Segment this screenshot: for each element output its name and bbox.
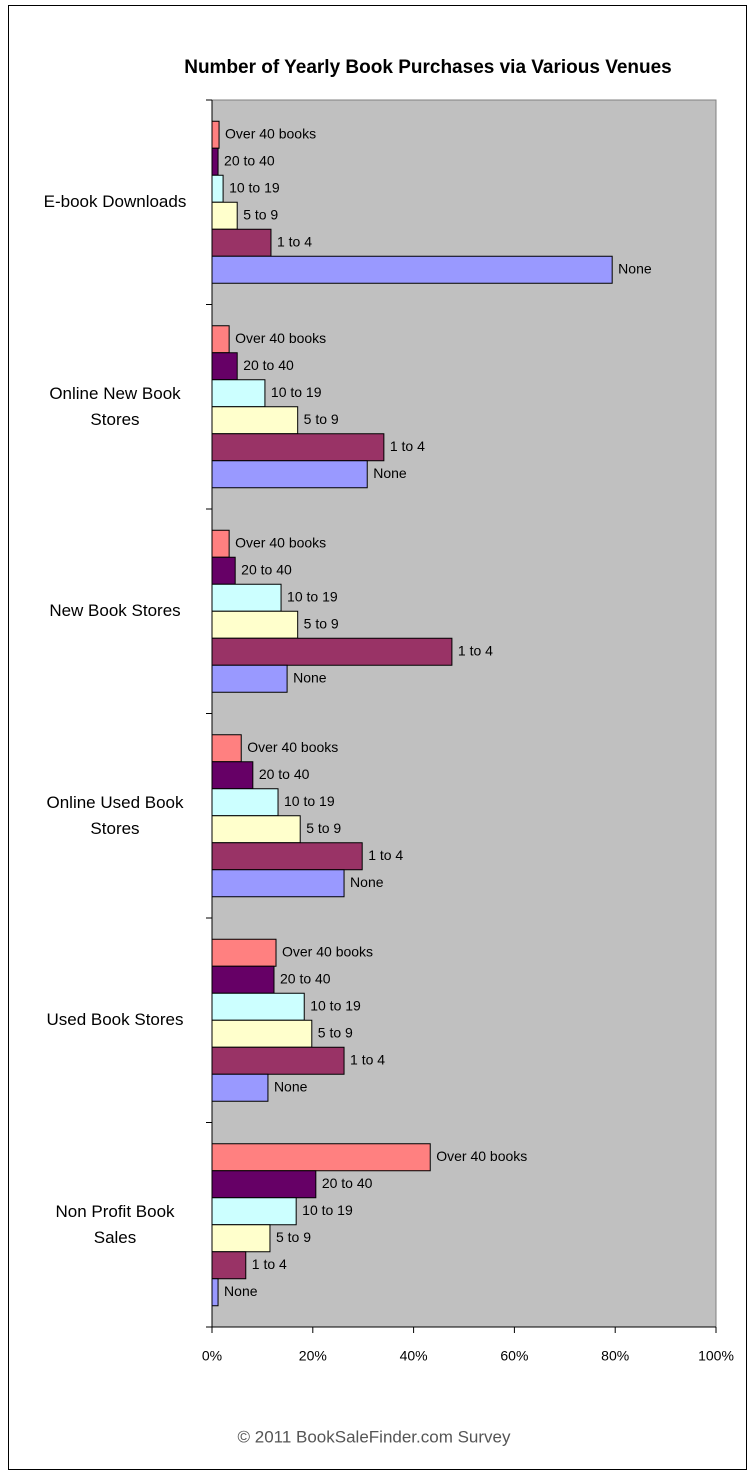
bar	[211, 664, 288, 693]
data-label: 20 to 40	[280, 970, 331, 986]
bar	[211, 965, 275, 994]
footer: © 2011 BookSaleFinder.com Survey	[237, 1427, 511, 1446]
data-label: None	[274, 1078, 308, 1094]
category-label: Online Used Book Stores	[46, 792, 184, 838]
data-label: 1 to 4	[252, 1256, 287, 1272]
bar	[211, 1251, 247, 1280]
bar	[211, 255, 613, 284]
x-tick-label: 80%	[601, 1348, 629, 1364]
bar	[211, 1046, 345, 1075]
bar	[211, 147, 219, 176]
x-tick-label: 40%	[400, 1348, 428, 1364]
data-label: 20 to 40	[243, 357, 294, 373]
bar	[211, 406, 299, 435]
bar	[211, 869, 345, 898]
data-label: 20 to 40	[241, 561, 292, 577]
bar	[211, 610, 299, 639]
data-label: 10 to 19	[287, 588, 338, 604]
data-label: 10 to 19	[229, 179, 280, 195]
x-tick-label: 0%	[202, 1348, 222, 1364]
category-label: Non Profit Book Sales	[55, 1201, 175, 1247]
bar	[211, 842, 363, 871]
data-label: 10 to 19	[310, 997, 361, 1013]
category-label: E-book Downloads	[43, 192, 187, 212]
bar	[211, 637, 453, 666]
bar	[211, 352, 238, 381]
data-label: 1 to 4	[350, 1051, 385, 1067]
data-label: 20 to 40	[224, 152, 275, 168]
data-label: Over 40 books	[235, 330, 326, 346]
bar	[211, 992, 305, 1021]
bar	[211, 529, 230, 558]
data-label: Over 40 books	[436, 1148, 527, 1164]
bar	[211, 1197, 297, 1226]
data-label: 5 to 9	[243, 206, 278, 222]
bar	[211, 174, 224, 203]
data-label: Over 40 books	[225, 125, 316, 141]
data-label: 1 to 4	[368, 847, 403, 863]
x-tick-label: 100%	[698, 1348, 734, 1364]
bar	[211, 460, 368, 489]
bar	[211, 1073, 269, 1102]
bar	[211, 761, 254, 790]
bar	[211, 1170, 317, 1199]
data-label: None	[224, 1283, 258, 1299]
data-label: 1 to 4	[458, 642, 493, 658]
data-label: None	[373, 465, 407, 481]
x-tick-label: 20%	[299, 1348, 327, 1364]
data-label: 10 to 19	[284, 793, 335, 809]
bar	[211, 120, 220, 149]
data-label: 5 to 9	[306, 820, 341, 836]
data-label: 5 to 9	[304, 615, 339, 631]
bar	[211, 325, 230, 354]
x-tick-label: 60%	[500, 1348, 528, 1364]
bar	[211, 228, 272, 257]
category-label: New Book Stores	[49, 601, 181, 621]
data-label: 5 to 9	[276, 1229, 311, 1245]
data-label: 20 to 40	[322, 1175, 373, 1191]
data-label: None	[350, 874, 384, 890]
data-label: Over 40 books	[247, 739, 338, 755]
bar	[211, 1224, 271, 1253]
bar	[211, 1019, 313, 1048]
data-label: 10 to 19	[302, 1202, 353, 1218]
bar	[211, 556, 236, 585]
data-label: Over 40 books	[235, 534, 326, 550]
data-label: 1 to 4	[390, 438, 425, 454]
bar	[211, 201, 238, 230]
bar	[211, 815, 301, 844]
data-label: None	[618, 260, 652, 276]
data-label: 20 to 40	[259, 766, 310, 782]
bar	[211, 788, 279, 817]
bar	[211, 1143, 431, 1172]
bar	[211, 734, 242, 763]
bar	[211, 433, 385, 462]
data-label: 5 to 9	[304, 411, 339, 427]
bar	[211, 379, 266, 408]
bar	[211, 938, 277, 967]
bar	[211, 1278, 219, 1307]
data-label: 1 to 4	[277, 233, 312, 249]
data-label: None	[293, 669, 327, 685]
category-label: Online New Book Stores	[49, 383, 181, 429]
data-label: Over 40 books	[282, 943, 373, 959]
bar	[211, 583, 282, 612]
data-label: 10 to 19	[271, 384, 322, 400]
data-label: 5 to 9	[318, 1024, 353, 1040]
chart-title: Number of Yearly Book Purchases via Vari…	[184, 57, 672, 78]
plot-area	[211, 99, 717, 1328]
category-label: Used Book Stores	[46, 1010, 184, 1030]
